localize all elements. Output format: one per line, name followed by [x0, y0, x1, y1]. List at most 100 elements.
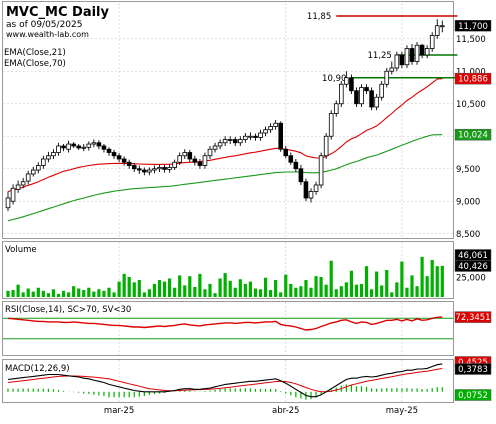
candle-body [344, 77, 349, 85]
candle-body [419, 44, 425, 56]
candle-body [61, 145, 66, 149]
ema21-value-badge: 10,886 [458, 75, 488, 85]
volume-bar [188, 276, 192, 297]
volume-bar [415, 286, 419, 297]
candle-body [323, 135, 329, 157]
volume-bar [269, 290, 273, 297]
volume-bar [142, 292, 146, 297]
candle-body [142, 169, 147, 173]
candle-body [303, 181, 309, 199]
volume-bar [253, 288, 258, 297]
candle-body [253, 135, 258, 138]
candle-body [369, 90, 374, 108]
volume-bar [107, 287, 111, 297]
volume-bar [385, 270, 389, 297]
volume-bar [324, 284, 328, 297]
volume-bar [122, 273, 126, 297]
volume-bar [16, 284, 20, 297]
candle-body [429, 35, 435, 49]
candle-body [409, 48, 415, 62]
candle-body [434, 25, 440, 36]
price-tick-label: 8,500 [456, 230, 480, 240]
volume-bar [92, 291, 96, 297]
volume-bar [168, 278, 172, 297]
volume-bar [132, 282, 136, 297]
candle-body [394, 54, 400, 69]
volume-bar [102, 290, 106, 297]
candle-body [182, 152, 188, 157]
candle-body [126, 161, 132, 166]
candle-body [46, 155, 51, 160]
volume-bar [274, 280, 278, 297]
volume-bar [21, 292, 25, 297]
candle-body [96, 142, 102, 147]
candle-body [263, 129, 268, 134]
volume-bar [183, 285, 187, 297]
volume-bar [178, 275, 182, 297]
candle-body [41, 158, 46, 166]
date-tick-label: mar-25 [104, 406, 134, 416]
candle-body [384, 70, 390, 85]
price-tick-label: 11,000 [456, 67, 486, 77]
volume-bar [162, 281, 167, 297]
volume-bar [334, 289, 338, 297]
candle-body [207, 148, 213, 157]
volume-bar [263, 277, 268, 297]
candle-body [147, 169, 152, 173]
candle-body [414, 44, 420, 62]
candle-body [283, 148, 289, 157]
volume-bar [243, 283, 247, 297]
volume-bar [198, 273, 202, 297]
volume-bar [208, 283, 212, 297]
volume-bar [137, 280, 141, 297]
candle-body [212, 145, 218, 150]
volume-bar [339, 286, 343, 297]
ema70-value-badge: 10,024 [458, 131, 488, 141]
volume-bar [279, 292, 283, 297]
price-tick-label: 10,500 [456, 100, 486, 110]
volume-bar [395, 282, 399, 297]
candle-body [56, 145, 61, 153]
candle-body [116, 155, 122, 160]
volume-bar [51, 289, 56, 297]
volume-bar [304, 280, 308, 297]
price-axis: 8,5009,0009,50010,00010,50011,00011,5002… [456, 35, 486, 284]
date-tick-label: abr-25 [272, 406, 299, 416]
price-level-label: 10,90 [322, 74, 346, 84]
volume-bar [173, 287, 177, 297]
ema21-legend: EMA(Close,21) [4, 48, 66, 58]
volume-bar [258, 289, 263, 297]
volume-bar [46, 293, 50, 297]
volume-bar [213, 293, 217, 297]
volume-bar [127, 276, 131, 297]
macd-hist-badge-bg [454, 389, 492, 401]
volume-bar [364, 266, 369, 297]
date-axis: mar-25 abr-25 may-25 [104, 406, 418, 416]
rsi-indicator [3, 316, 453, 340]
macd-signal-badge-bg [454, 363, 492, 375]
volume-bar [31, 291, 35, 297]
candle-body [379, 83, 384, 98]
candle-body [227, 139, 233, 141]
candle-body [243, 135, 248, 140]
volume-bar [218, 278, 222, 297]
volume-bar [36, 287, 40, 297]
candle-body [192, 158, 198, 163]
candle-body [121, 158, 127, 163]
volume-bar [11, 290, 15, 297]
candle-body [106, 148, 112, 153]
macd-hist-badge: 0,0752 [458, 391, 488, 401]
volume-bar [193, 286, 197, 297]
rsi-line [7, 316, 443, 331]
candle-body [318, 155, 324, 186]
volume-bar [61, 290, 66, 297]
candle-body [273, 122, 278, 127]
candle-body [162, 167, 167, 170]
volume-bar [67, 292, 71, 297]
candle-body [328, 113, 334, 137]
candle-body [404, 48, 410, 66]
candle-body [293, 161, 299, 170]
